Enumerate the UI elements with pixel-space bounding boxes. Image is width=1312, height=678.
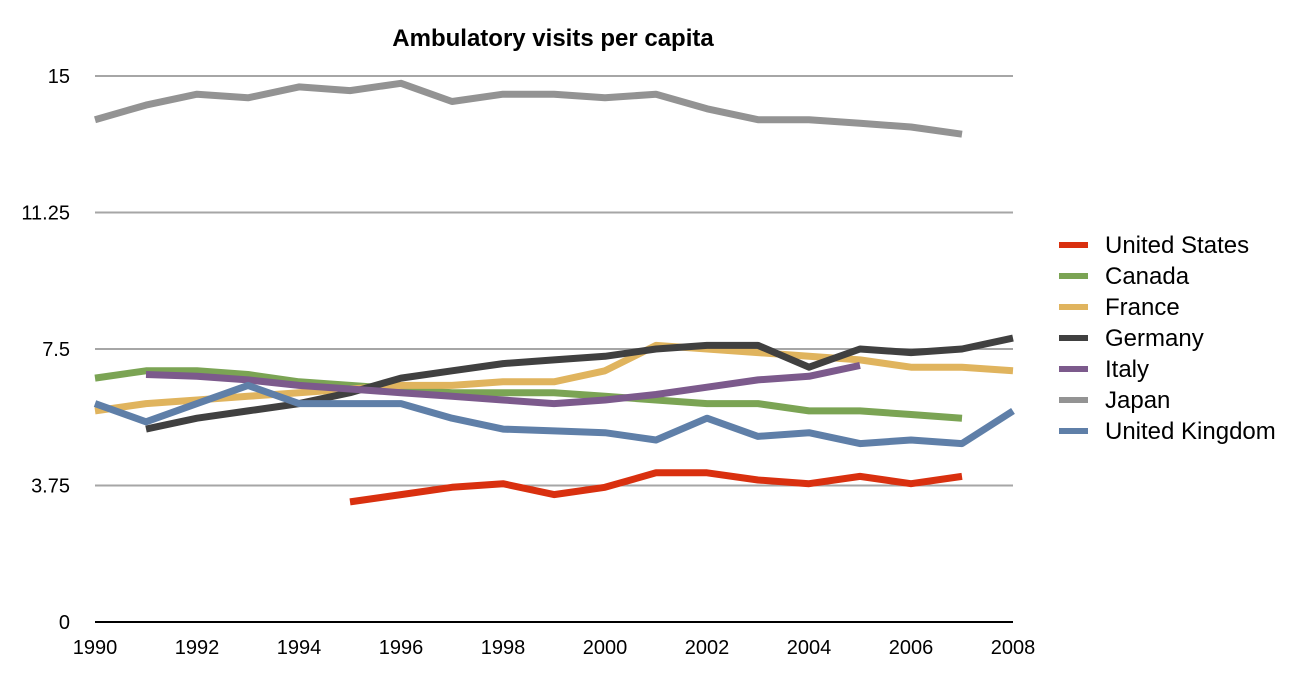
legend-label: France	[1105, 294, 1180, 321]
legend-label: Japan	[1105, 387, 1170, 414]
y-tick-label: 15	[48, 66, 70, 88]
legend-label: Canada	[1105, 263, 1190, 290]
legend-label: Italy	[1105, 356, 1149, 383]
series-line-italy	[145, 361, 861, 408]
series-line-france	[94, 341, 1014, 415]
y-tick-label: 11.25	[21, 203, 70, 225]
series-line-canada	[94, 367, 963, 422]
y-tick-label: 7.5	[42, 339, 70, 361]
legend-label: United Kingdom	[1105, 418, 1276, 445]
series-line-united-kingdom	[93, 381, 1015, 448]
x-tick-label: 1990	[73, 637, 118, 659]
x-tick-label: 2002	[685, 637, 730, 659]
x-tick-label: 1996	[379, 637, 424, 659]
x-tick-label: 2000	[583, 637, 628, 659]
x-tick-label: 1998	[481, 637, 526, 659]
x-tick-label: 2004	[787, 637, 832, 659]
chart-title: Ambulatory visits per capita	[392, 25, 714, 52]
y-tick-label: 3.75	[31, 476, 70, 498]
x-tick-label: 2008	[991, 637, 1036, 659]
x-tick-label: 1994	[277, 637, 322, 659]
legend-label: United States	[1105, 232, 1249, 259]
grid-lines	[95, 75, 1013, 487]
x-tick-label: 1992	[175, 637, 220, 659]
axes: 0 3.75 7.5 11.25 15 1990 1992 1994 1996 1998 2000 2…	[21, 66, 1035, 659]
series-line-united-states	[349, 469, 963, 506]
legend-label: Germany	[1105, 325, 1204, 352]
legend: United States Canada France Germany Italy Jap…	[1059, 232, 1276, 445]
x-tick-label: 2006	[889, 637, 934, 659]
series-line-germany	[145, 334, 1014, 433]
y-tick-label: 0	[59, 612, 70, 634]
series-lines	[93, 79, 1015, 506]
series-line-japan	[94, 79, 963, 138]
